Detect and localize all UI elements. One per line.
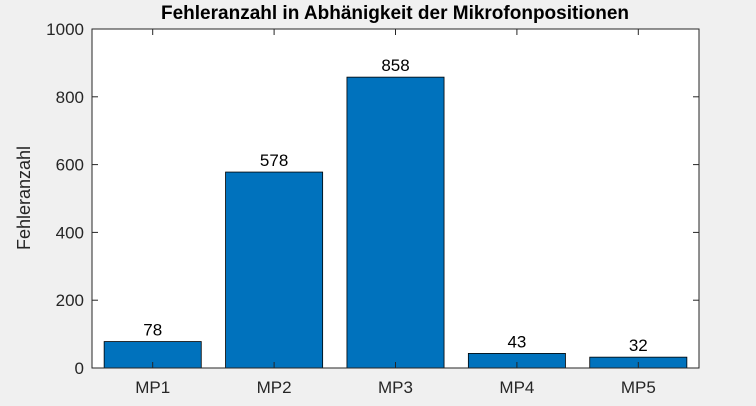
data-label: 858 <box>381 56 409 75</box>
y-tick-label: 600 <box>56 156 84 175</box>
y-tick-label: 1000 <box>46 20 84 39</box>
x-tick-label: MP1 <box>135 378 170 397</box>
bar-mp2 <box>225 171 324 369</box>
data-label: 578 <box>260 151 288 170</box>
data-label: 43 <box>507 332 526 351</box>
x-tick-label: MP5 <box>621 378 656 397</box>
bars-group <box>103 76 688 369</box>
axes-group: MP1 MP2 MP3 MP4 MP5 0 200 400 600 800 1000 <box>46 20 700 397</box>
x-tick-label: MP2 <box>257 378 292 397</box>
bar-mp3 <box>346 76 445 369</box>
data-label: 32 <box>629 336 648 355</box>
x-tick-label: MP4 <box>499 378 534 397</box>
chart-title: Fehleranzahl in Abhänigkeit der Mikrofon… <box>161 3 629 24</box>
y-axis-label: Fehleranzahl <box>14 146 34 250</box>
y-tick-label: 200 <box>56 291 84 310</box>
x-tick-label: MP3 <box>378 378 413 397</box>
data-labels-group: 78 578 858 43 32 <box>143 56 648 355</box>
y-tick-label: 0 <box>75 359 84 378</box>
y-tick-label: 400 <box>56 223 84 242</box>
data-label: 78 <box>143 321 162 340</box>
axes-box <box>91 28 700 369</box>
y-tick-label: 800 <box>56 88 84 107</box>
